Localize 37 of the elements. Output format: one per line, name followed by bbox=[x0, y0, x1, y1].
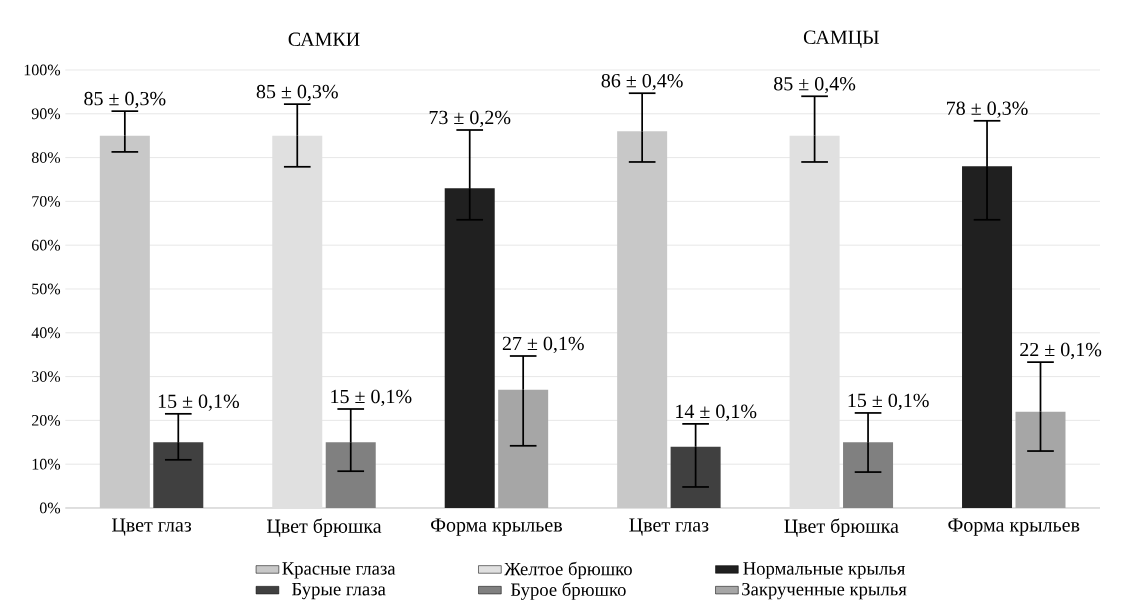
data-label: 15 ± 0,1% bbox=[848, 393, 929, 411]
y-tick-label: 70% bbox=[32, 195, 61, 207]
data-label: 14 ± 0,1% bbox=[676, 404, 757, 421]
legend-label: Закрученные крылья bbox=[742, 582, 907, 600]
legend-label: Желтое брюшко bbox=[504, 561, 632, 580]
y-tick-label: 80% bbox=[31, 152, 61, 164]
x-tick-label: Цвет брюшка bbox=[266, 518, 382, 537]
x-tick-label: Форма крыльев bbox=[948, 518, 1080, 536]
y-tick-label: 0% bbox=[39, 502, 61, 514]
legend-label: Красные глаза bbox=[282, 562, 396, 579]
data-label: 73 ± 0,2% bbox=[429, 110, 511, 128]
legend-label: Нормальные крылья bbox=[743, 562, 906, 579]
legend-label: Бурые глаза bbox=[292, 583, 386, 600]
y-tick-label: 50% bbox=[32, 283, 61, 295]
x-tick-label: Форма крыльев bbox=[431, 518, 563, 536]
x-tick-label: Цвет глаз bbox=[111, 518, 192, 536]
y-tick-label: 40% bbox=[31, 327, 61, 339]
data-label: 85 ± 0,4% bbox=[774, 76, 856, 94]
y-tick-label: 10% bbox=[32, 458, 61, 470]
y-tick-label: 90% bbox=[31, 108, 61, 120]
data-label: 85 ± 0,3% bbox=[256, 84, 338, 102]
x-tick-label: Цвет брюшка bbox=[784, 518, 899, 537]
data-label: 78 ± 0,3% bbox=[947, 101, 1028, 118]
data-label: 22 ± 0,1% bbox=[1020, 342, 1102, 360]
data-label: 86 ± 0,4% bbox=[601, 73, 683, 91]
y-tick-label: 20% bbox=[32, 414, 61, 426]
data-label: 15 ± 0,1% bbox=[158, 394, 240, 411]
legend-label: Бурое брюшко bbox=[510, 582, 626, 600]
y-tick-label: 30% bbox=[32, 371, 61, 383]
y-tick-label: 100% bbox=[24, 64, 61, 76]
data-label: 15 ± 0,1% bbox=[331, 389, 412, 407]
text: САМКИ bbox=[288, 32, 360, 47]
text: САМЦЫ bbox=[803, 30, 879, 49]
y-tick-label: 60% bbox=[31, 239, 61, 251]
data-label: 27 ± 0,1% bbox=[502, 336, 584, 354]
data-label: 85 ± 0,3% bbox=[84, 91, 166, 109]
x-tick-label: Цвет глаз bbox=[629, 518, 709, 536]
